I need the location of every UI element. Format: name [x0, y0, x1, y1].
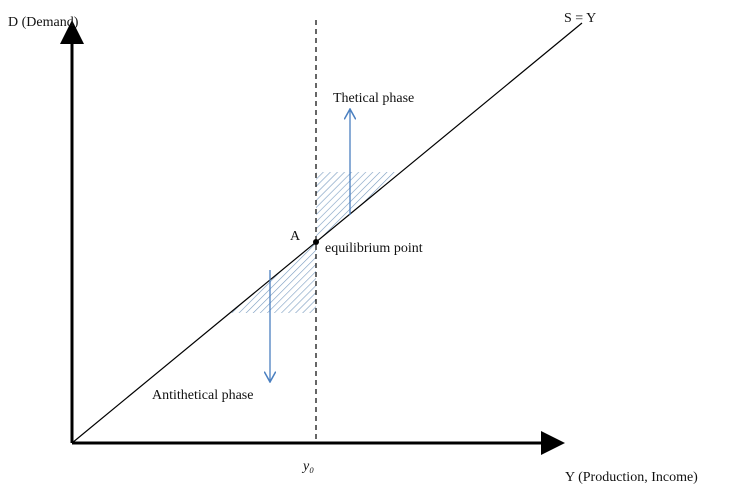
equilibrium-point — [313, 239, 319, 245]
s-equals-y-line — [71, 22, 583, 444]
line-label: S = Y — [564, 11, 596, 26]
x-axis-label: Y (Production, Income) — [565, 470, 698, 485]
x-marker-label: y₀ — [301, 459, 314, 474]
upper-phase-label: Thetical phase — [333, 91, 414, 106]
lower-phase-label: Antithetical phase — [152, 388, 253, 403]
point-name: A — [290, 229, 301, 244]
y-axis-label: D (Demand) — [8, 15, 79, 30]
point-label: equilibrium point — [325, 241, 423, 256]
